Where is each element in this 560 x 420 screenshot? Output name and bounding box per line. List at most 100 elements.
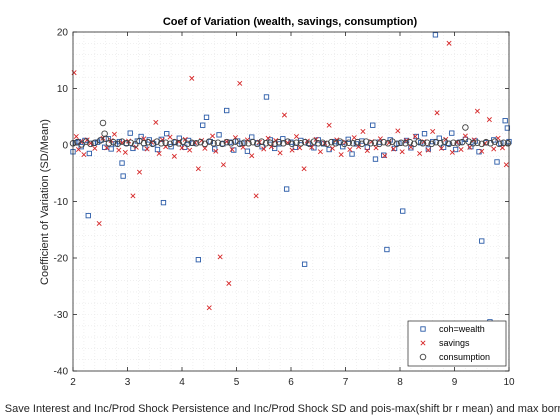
data-point <box>417 150 423 156</box>
data-point <box>244 148 251 154</box>
data-point <box>504 125 511 131</box>
data-point <box>345 139 353 146</box>
y-tick-label: 10 <box>57 84 69 95</box>
data-point <box>227 140 235 147</box>
data-point <box>175 140 182 147</box>
legend-entry-label: consumption <box>439 352 490 362</box>
data-point <box>166 140 174 148</box>
data-point <box>127 130 133 136</box>
data-point <box>454 140 462 147</box>
data-point <box>210 140 217 147</box>
data-point <box>421 131 428 137</box>
data-point <box>249 153 255 159</box>
data-point <box>289 147 295 153</box>
data-point <box>236 140 244 148</box>
data-point <box>288 140 296 148</box>
data-point <box>187 147 193 153</box>
data-point <box>412 134 418 140</box>
data-point <box>277 150 283 156</box>
data-point <box>336 140 342 146</box>
y-tick-label: -30 <box>54 310 69 321</box>
data-point <box>479 238 485 244</box>
data-point <box>319 139 326 146</box>
data-point <box>349 151 355 157</box>
data-point <box>408 145 414 151</box>
data-point <box>432 138 440 146</box>
data-point <box>399 149 405 155</box>
data-point <box>437 140 444 147</box>
data-point <box>153 119 159 125</box>
data-point <box>419 140 427 147</box>
data-point <box>371 139 379 146</box>
x-tick-label: 9 <box>452 377 458 388</box>
data-point <box>301 138 309 146</box>
data-point <box>440 144 447 150</box>
data-point <box>219 140 226 148</box>
legend-entry-label: savings <box>439 338 470 348</box>
data-point <box>120 173 126 179</box>
data-point <box>263 94 270 100</box>
data-point <box>144 146 150 152</box>
data-point <box>203 114 210 120</box>
data-point <box>360 128 366 134</box>
data-point <box>206 305 212 311</box>
data-point <box>110 138 117 146</box>
data-point <box>91 139 99 146</box>
axis-ticks: 2 3 4 5 6 7 8 9 10 -40 -30 -20 -10 0 10 20 <box>54 28 515 389</box>
data-point <box>474 139 481 146</box>
data-point <box>395 128 401 134</box>
data-point <box>136 169 143 175</box>
data-point <box>226 280 232 286</box>
data-point <box>156 150 162 156</box>
data-point <box>449 130 455 136</box>
data-point <box>500 139 507 146</box>
data-point <box>245 140 252 147</box>
data-point <box>402 140 409 147</box>
data-point <box>397 139 405 146</box>
data-point <box>189 75 195 81</box>
data-point <box>116 147 122 153</box>
y-tick-label: -40 <box>54 367 69 378</box>
data-point <box>462 124 469 131</box>
y-tick-label: -20 <box>54 254 69 265</box>
data-point <box>96 221 102 227</box>
data-point <box>275 138 283 146</box>
data-point <box>293 139 300 146</box>
legend-marker <box>419 353 427 361</box>
data-point <box>261 146 267 152</box>
data-point <box>92 145 98 151</box>
data-point <box>362 138 370 145</box>
data-point <box>192 140 200 147</box>
data-point <box>309 144 315 150</box>
data-point <box>380 138 387 146</box>
data-point <box>495 140 503 148</box>
x-tick-label: 4 <box>179 377 185 388</box>
data-point <box>258 138 265 145</box>
legend-marker <box>420 340 426 346</box>
data-point <box>144 138 152 146</box>
legend: coh=wealth savings consumption <box>407 320 507 367</box>
data-point <box>195 166 201 172</box>
data-point <box>122 149 128 155</box>
data-point <box>367 140 374 147</box>
data-point <box>281 112 287 118</box>
data-point <box>162 139 169 146</box>
x-tick-label: 3 <box>125 377 131 388</box>
data-point <box>450 139 457 146</box>
y-tick-label: 0 <box>62 141 68 152</box>
data-point <box>487 140 494 147</box>
data-point <box>153 138 161 145</box>
data-point <box>503 162 509 168</box>
data-point <box>425 146 431 152</box>
data-point <box>434 110 440 116</box>
data-point <box>249 138 257 146</box>
data-point <box>164 131 170 137</box>
data-point <box>179 145 185 151</box>
series-circle <box>69 119 512 148</box>
data-point <box>108 146 114 152</box>
data-point <box>329 145 335 151</box>
x-tick-label: 7 <box>343 377 349 388</box>
x-tick-label: 5 <box>234 377 240 388</box>
x-axis-label: Save Interest and Inc/Prod Shock Persist… <box>5 403 560 415</box>
